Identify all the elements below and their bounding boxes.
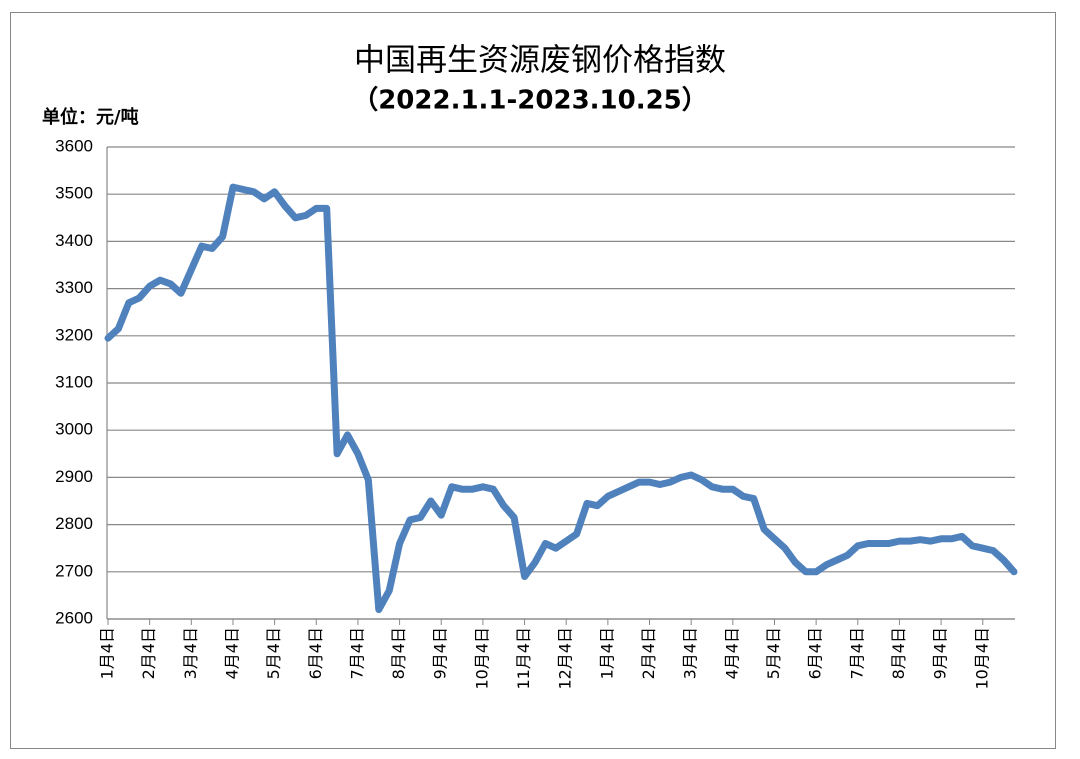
- x-tick-label: 10月4日: [472, 627, 491, 690]
- x-tick-label: 3月4日: [181, 627, 200, 679]
- y-tick-label: 2600: [55, 608, 93, 627]
- x-tick-label: 2月4日: [639, 627, 658, 679]
- x-tick-label: 11月4日: [514, 627, 533, 690]
- y-tick-label: 3600: [55, 136, 93, 155]
- y-tick-label: 3400: [55, 231, 93, 250]
- chart-frame: [10, 12, 1056, 749]
- x-tick-label: 9月4日: [431, 627, 450, 679]
- x-tick-label: 8月4日: [389, 627, 408, 679]
- y-tick-label: 2700: [55, 561, 93, 580]
- x-tick-label: 6月4日: [806, 627, 825, 679]
- y-axis-label: 单位：元/吨: [42, 106, 139, 128]
- x-tick-label: 1月4日: [597, 627, 616, 679]
- x-tick-label: 10月4日: [972, 627, 991, 690]
- x-tick-label: 6月4日: [306, 627, 325, 679]
- x-tick-label: 5月4日: [264, 627, 283, 679]
- chart-title: 中国再生资源废钢价格指数: [354, 43, 726, 79]
- x-tick-label: 4月4日: [222, 627, 241, 679]
- y-tick-label: 3300: [55, 278, 93, 297]
- y-tick-label: 3100: [55, 372, 93, 391]
- x-tick-label: 7月4日: [847, 627, 866, 679]
- x-tick-label: 8月4日: [889, 627, 908, 679]
- x-tick-label: 7月4日: [347, 627, 366, 679]
- x-tick-label: 9月4日: [931, 627, 950, 679]
- price-line: [104, 183, 1018, 614]
- chart-subtitle: （2022.1.1-2023.10.25）: [352, 86, 708, 116]
- x-tick-label: 4月4日: [722, 627, 741, 679]
- x-tick-label: 5月4日: [764, 627, 783, 679]
- y-tick-label: 3200: [55, 325, 93, 344]
- y-tick-label: 3500: [55, 184, 93, 203]
- x-tick-label: 2月4日: [139, 627, 158, 679]
- x-tick-label: 12月4日: [556, 627, 575, 690]
- x-tick-label: 3月4日: [681, 627, 700, 679]
- y-tick-label: 3000: [55, 420, 93, 439]
- x-tick-label: 1月4日: [98, 627, 117, 679]
- y-tick-label: 2800: [55, 514, 93, 533]
- y-tick-label: 2900: [55, 467, 93, 486]
